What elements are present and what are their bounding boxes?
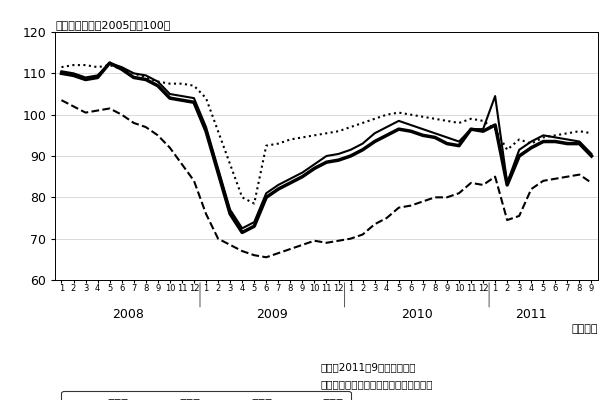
Legend: 鉱工業, 投資財, 消費財, 生産財: 鉱工業, 投資財, 消費財, 生産財	[62, 391, 351, 400]
Text: 2011: 2011	[516, 308, 547, 321]
Text: （年月）: （年月）	[571, 324, 598, 334]
Text: （注）2011年9月は速報値。: （注）2011年9月は速報値。	[320, 362, 416, 372]
Text: 2009: 2009	[256, 308, 288, 321]
Text: 2010: 2010	[401, 308, 432, 321]
Text: （季節調整済、2005年＝100）: （季節調整済、2005年＝100）	[55, 20, 171, 30]
Text: 資料：経済産業省「鉱工業生産指数」。: 資料：経済産業省「鉱工業生産指数」。	[320, 379, 433, 389]
Text: 2008: 2008	[111, 308, 144, 321]
